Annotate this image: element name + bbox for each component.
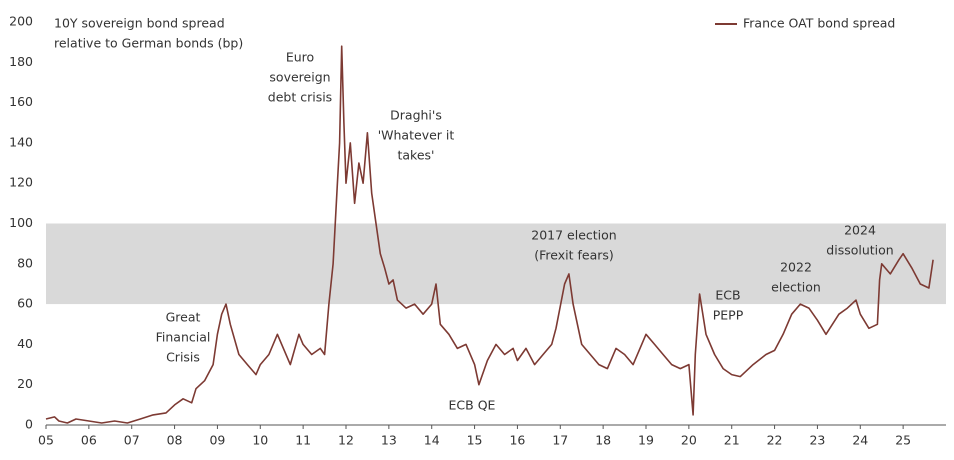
x-tick-label: 08: [167, 433, 183, 448]
annotation: sovereign: [269, 70, 330, 85]
x-tick-label: 06: [81, 433, 97, 448]
x-tick-label: 25: [895, 433, 911, 448]
annotation: 2024: [844, 223, 876, 238]
x-tick-label: 05: [38, 433, 54, 448]
x-tick-label: 24: [852, 433, 868, 448]
x-tick-label: 12: [338, 433, 354, 448]
x-tick-label: 17: [552, 433, 568, 448]
x-tick-label: 19: [638, 433, 654, 448]
x-tick-label: 13: [381, 433, 397, 448]
annotation: dissolution: [826, 243, 893, 258]
data-line: [45, 45, 934, 424]
x-tick-label: 22: [767, 433, 783, 448]
annotation: 'Whatever it: [378, 128, 455, 143]
y-tick-label: 60: [17, 296, 33, 311]
x-tick-label: 10: [252, 433, 268, 448]
annotation: Great: [166, 310, 201, 325]
x-tick-label: 16: [509, 433, 525, 448]
x-tick-label: 18: [595, 433, 611, 448]
annotation: Financial: [156, 330, 211, 345]
chart-title: 10Y sovereign bond spread: [54, 16, 225, 31]
annotation: debt crisis: [268, 90, 332, 105]
x-tick-label: 14: [424, 433, 440, 448]
annotation: 2017 election: [531, 228, 616, 243]
y-tick-label: 100: [9, 215, 33, 230]
legend-label: France OAT bond spread: [743, 16, 895, 31]
x-tick-label: 23: [809, 433, 825, 448]
x-tick-label: 20: [681, 433, 697, 448]
y-tick-label: 40: [17, 336, 33, 351]
annotation: Draghi's: [390, 108, 442, 123]
x-tick-label: 15: [467, 433, 483, 448]
x-tick-label: 07: [124, 433, 140, 448]
y-tick-label: 140: [9, 134, 33, 149]
x-tick-label: 09: [209, 433, 225, 448]
annotation: takes': [398, 148, 435, 163]
shaded-band: [46, 223, 946, 305]
y-tick-label: 120: [9, 175, 33, 190]
y-tick-label: 200: [9, 14, 33, 29]
x-tick-label: 21: [724, 433, 740, 448]
annotation: Crisis: [166, 350, 200, 365]
annotation: (Frexit fears): [534, 248, 614, 263]
y-tick-label: 180: [9, 54, 33, 69]
y-tick-label: 160: [9, 94, 33, 109]
y-tick-label: 20: [17, 376, 33, 391]
y-tick-label: 0: [25, 417, 33, 432]
annotation: PEPP: [713, 308, 744, 323]
y-tick-label: 80: [17, 255, 33, 270]
annotation: ECB: [715, 288, 740, 303]
x-tick-label: 11: [295, 433, 311, 448]
chart-title: relative to German bonds (bp): [54, 36, 243, 51]
annotation: Euro: [286, 50, 314, 65]
annotation: 2022: [780, 260, 812, 275]
annotation: ECB QE: [449, 398, 496, 413]
annotation: election: [771, 280, 821, 295]
